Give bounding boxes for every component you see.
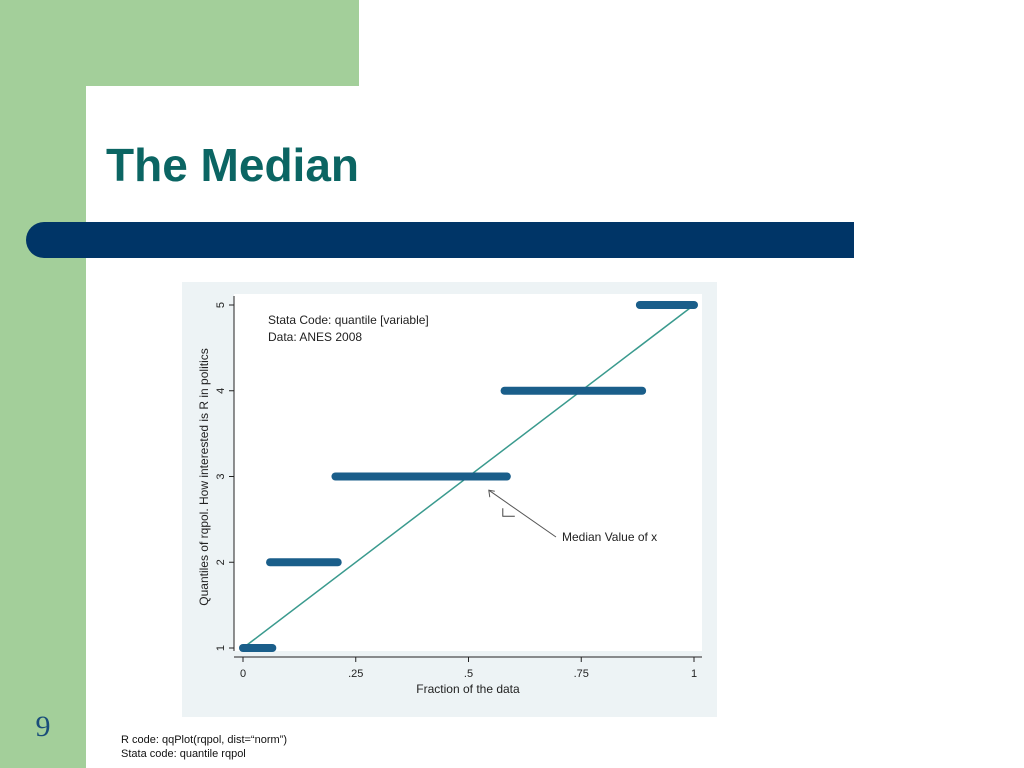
chart-container: 1 2 3 4 5 0 .25 .5 .75 1 Fraction of the data Quant… [182,282,717,717]
r-code-note: R code: qqPlot(rqpol, dist=“norm”) [121,734,287,746]
quantile-chart: 1 2 3 4 5 0 .25 .5 .75 1 Fraction of the data Quant… [197,294,702,696]
callout-arrow-line [488,489,557,538]
x-tick-label: .25 [348,668,363,680]
code-notes: R code: qqPlot(rqpol, dist=“norm”) Stata… [121,733,287,761]
y-tick-label: 1 [215,645,227,651]
callout-arrow-tail [502,508,515,517]
callout-label: Median Value of x [562,530,657,544]
y-tick-label: 5 [215,302,227,308]
stata-code-note: Stata code: quantile rqpol [121,748,246,760]
callout-arrow-head [488,489,495,498]
x-tick-label: 0 [240,668,246,680]
slide-number: 9 [35,710,51,743]
y-tick-label: 3 [215,473,227,479]
x-tick-label: .5 [464,668,473,680]
x-axis-title: Fraction of the data [416,682,520,696]
side-panel [0,0,86,768]
chart-annotation: Data: ANES 2008 [268,330,362,344]
x-tick-label: 1 [691,668,697,680]
chart-annotation: Stata Code: quantile [variable] [268,313,429,327]
slide-title: The Median [106,139,360,191]
corner-panel [86,0,359,86]
y-tick-label: 2 [215,559,227,565]
x-tick-label: .75 [574,668,589,680]
y-tick-label: 4 [215,388,227,394]
title-underline-bar [26,222,854,258]
y-axis-title: Quantiles of rqpol. How interested is R … [197,348,211,605]
